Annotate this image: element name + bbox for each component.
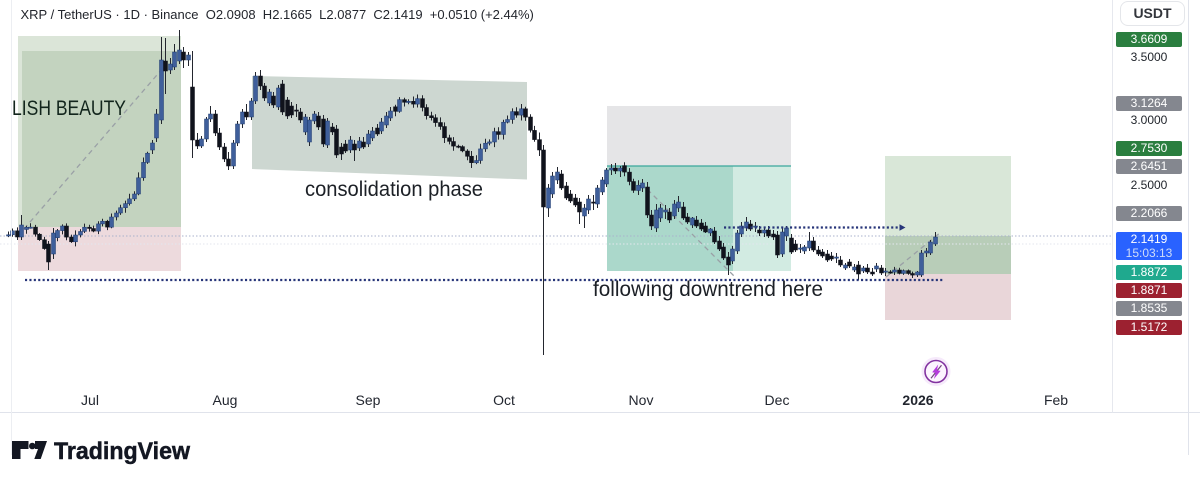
svg-text:TradingView: TradingView — [54, 438, 190, 465]
svg-text:following downtrend here: following downtrend here — [593, 278, 823, 301]
svg-text:LISH BEAUTY: LISH BEAUTY — [12, 97, 126, 120]
svg-text:consolidation phase: consolidation phase — [305, 178, 483, 201]
